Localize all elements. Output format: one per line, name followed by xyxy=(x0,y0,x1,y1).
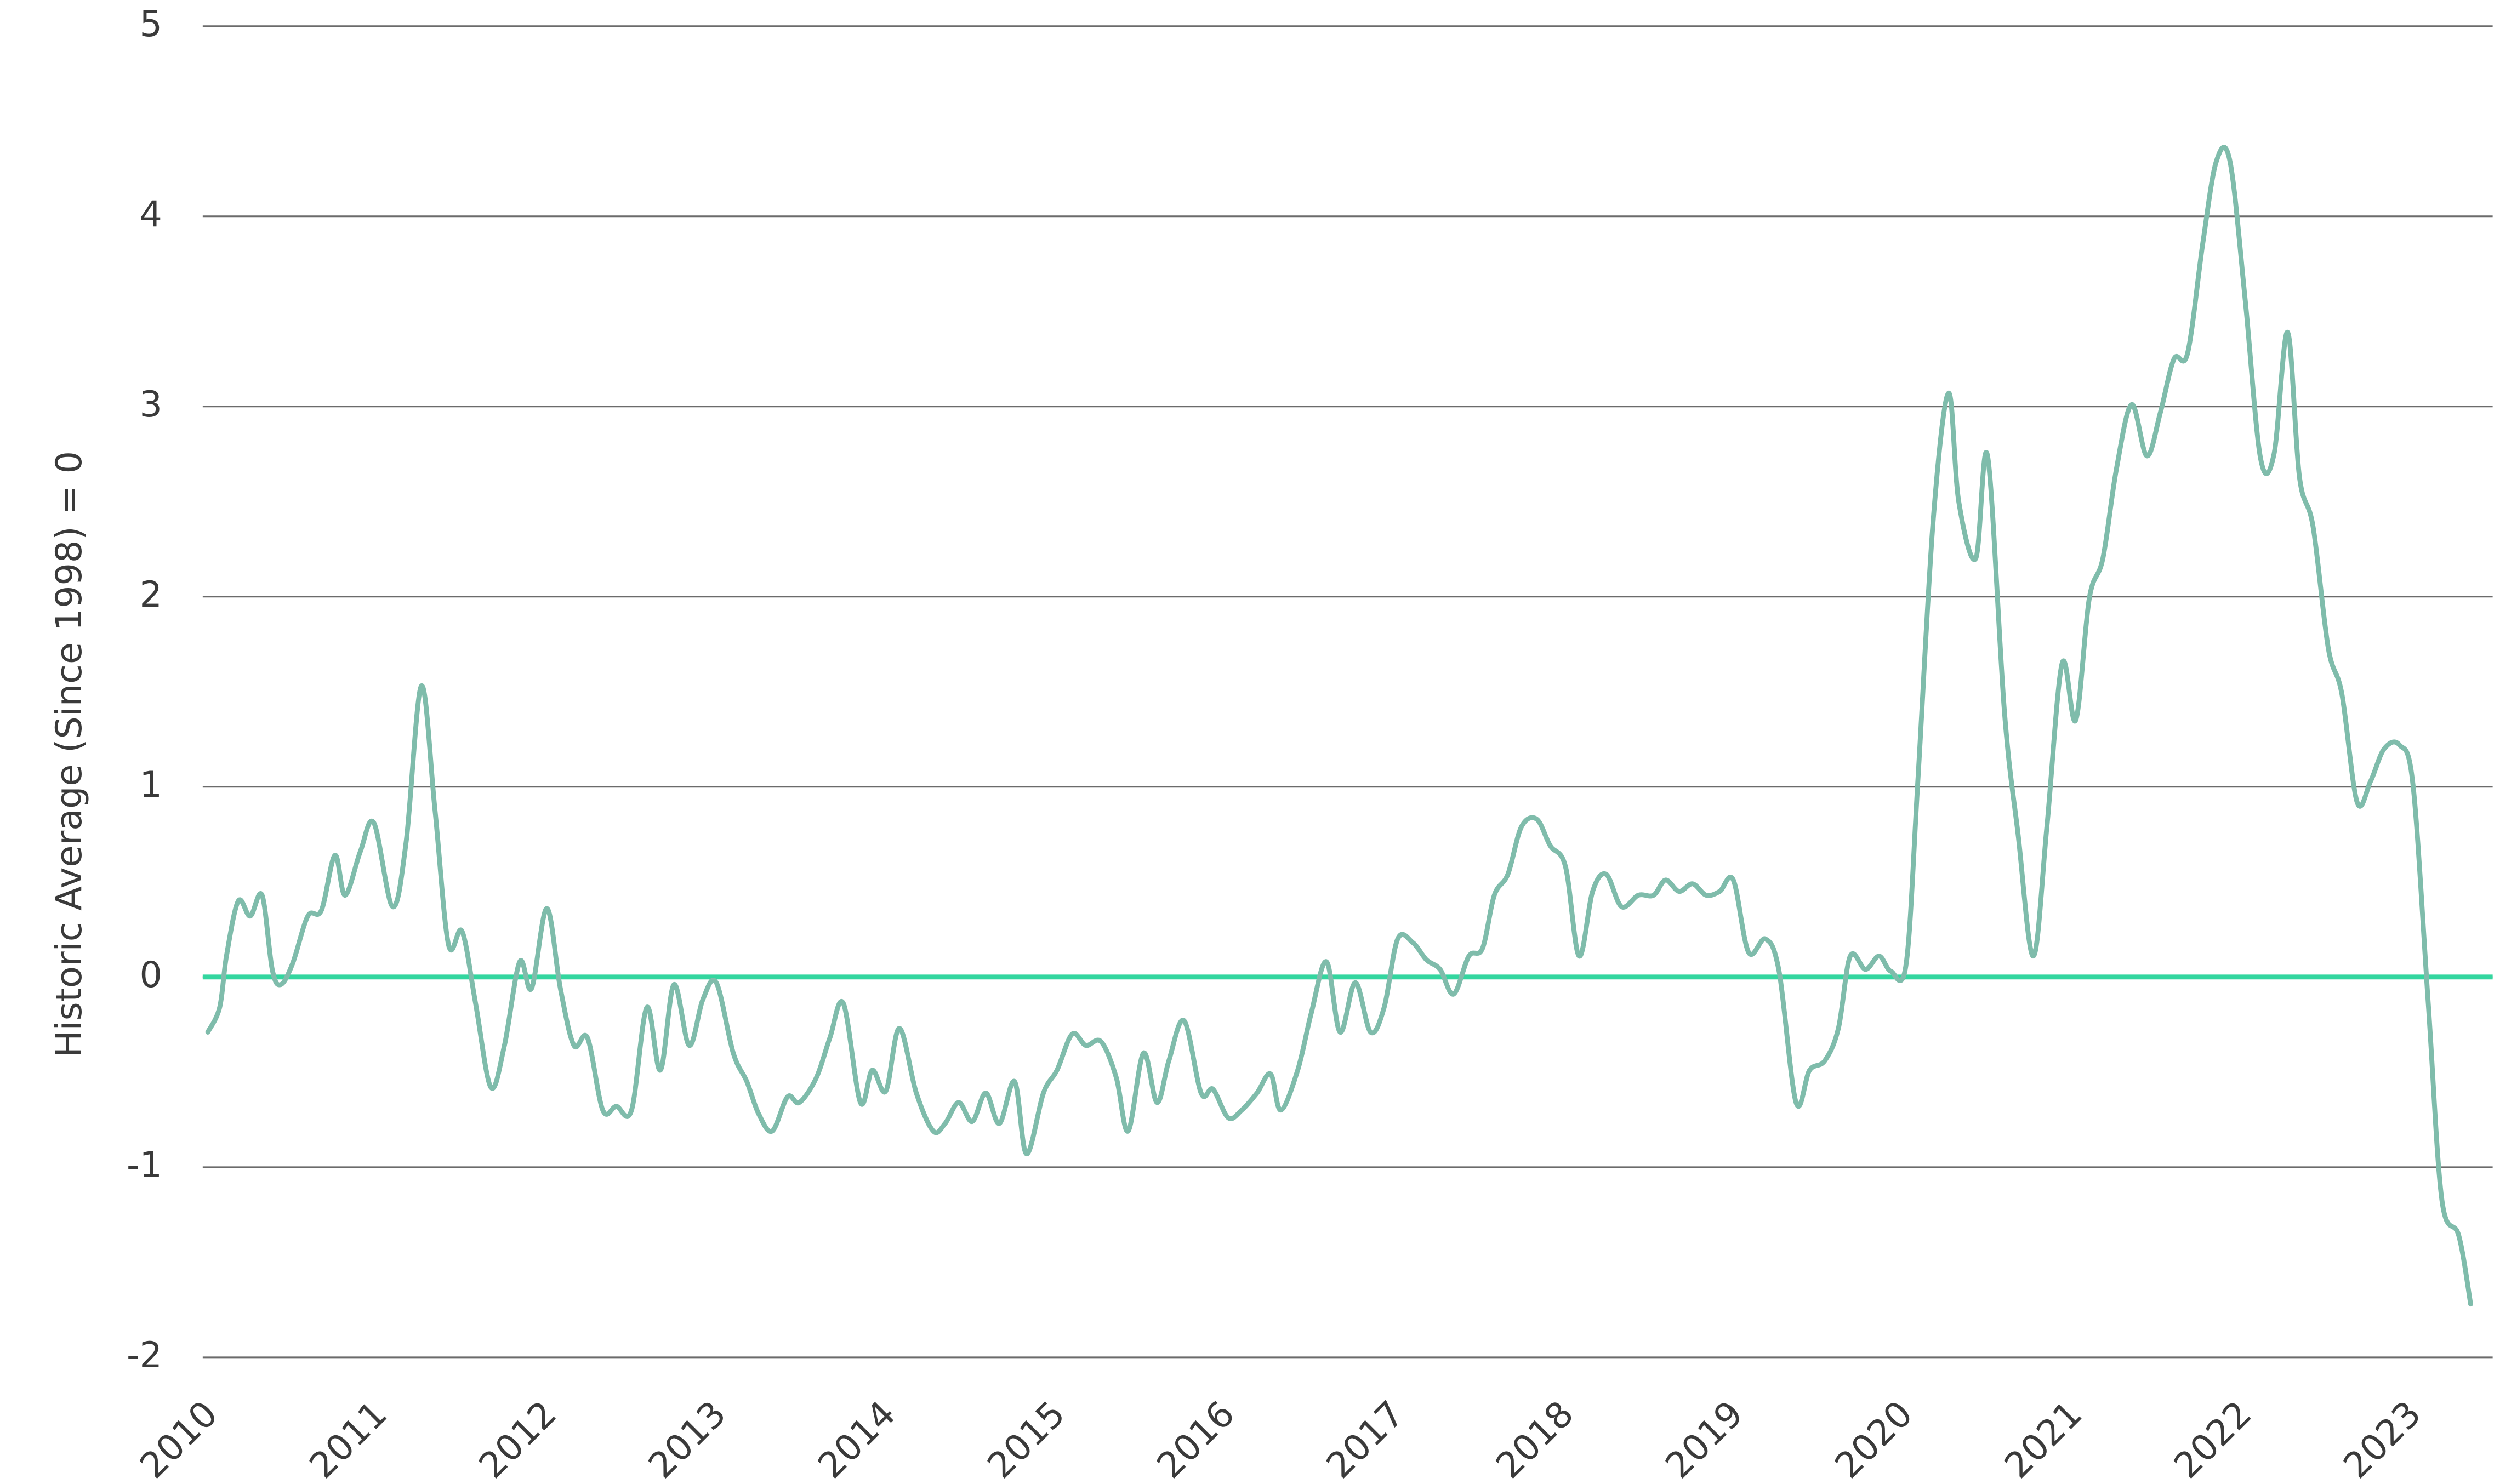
y-tick-label: 3 xyxy=(139,384,162,425)
x-tick-label: 2021 xyxy=(1997,1394,2090,1484)
x-tick-label: 2011 xyxy=(302,1394,395,1484)
x-tick-label: 2014 xyxy=(810,1394,903,1484)
y-tick-label: 1 xyxy=(139,764,162,806)
x-tick-label: 2017 xyxy=(1319,1394,1412,1484)
y-tick-label: 4 xyxy=(139,194,162,235)
x-tick-label: 2015 xyxy=(980,1394,1073,1484)
y-tick-label: 0 xyxy=(139,955,162,996)
y-tick-label: 2 xyxy=(139,574,162,615)
x-tick-label: 2016 xyxy=(1149,1394,1243,1484)
x-tick-label: 2020 xyxy=(1827,1394,1921,1484)
x-tick-label: 2018 xyxy=(1488,1394,1581,1484)
y-tick-label: -2 xyxy=(127,1335,162,1376)
x-tick-label: 2023 xyxy=(2336,1394,2429,1484)
y-tick-label: 5 xyxy=(139,4,162,45)
x-tick-label: 2022 xyxy=(2166,1394,2259,1484)
x-tick-label: 2012 xyxy=(471,1394,565,1484)
data-line xyxy=(205,145,2473,1307)
y-tick-label: -1 xyxy=(127,1145,162,1186)
x-tick-label: 2019 xyxy=(1658,1394,1751,1484)
x-tick-label: 2010 xyxy=(133,1394,226,1484)
x-tick-label: 2013 xyxy=(641,1394,734,1484)
y-axis-label: Historic Average (Since 1998) = 0 xyxy=(49,451,90,1057)
